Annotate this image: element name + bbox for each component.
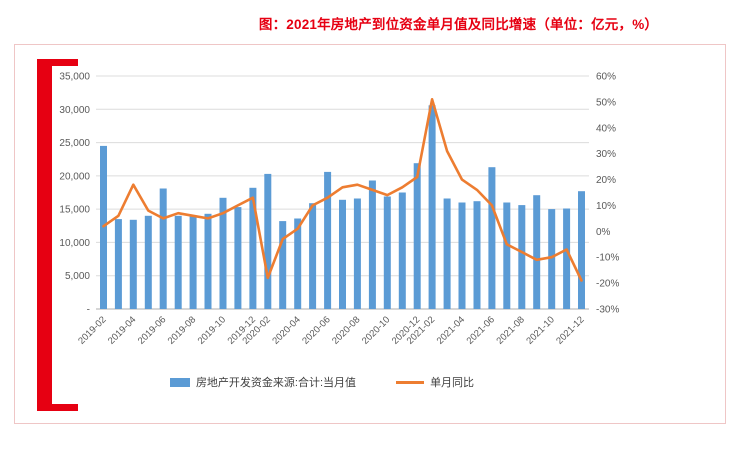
- svg-text:20,000: 20,000: [59, 171, 90, 182]
- bar-series: [100, 105, 585, 309]
- svg-text:60%: 60%: [596, 72, 616, 83]
- left-axis-labels: 35,000 30,000 25,000 20,000 15,000 10,000 5,00…: [59, 72, 90, 316]
- chart-legend: 房地产开发资金来源:合计:当月值 单月同比: [0, 374, 677, 390]
- chart-card: 35,000 30,000 25,000 20,000 15,000 10,000 5,00…: [14, 44, 726, 424]
- svg-text:0%: 0%: [596, 227, 611, 238]
- svg-text:-10%: -10%: [596, 253, 619, 264]
- legend-bar-label: 房地产开发资金来源:合计:当月值: [195, 377, 357, 389]
- bar-swatch-icon: [169, 377, 190, 387]
- chart-title: 图：2021年房地产到位资金单月值及同比增速（单位：亿元，%）: [258, 17, 659, 32]
- svg-text:40%: 40%: [596, 123, 616, 134]
- svg-text:10%: 10%: [596, 201, 616, 212]
- line-swatch-icon: [396, 380, 425, 384]
- svg-text:2021-10: 2021-10: [524, 314, 556, 346]
- legend-item-line-series: 单月同比: [396, 374, 474, 390]
- svg-text:-20%: -20%: [596, 279, 619, 290]
- svg-text:35,000: 35,000: [59, 72, 90, 83]
- svg-text:5,000: 5,000: [65, 271, 90, 282]
- svg-text:2020-08: 2020-08: [330, 314, 362, 346]
- chart-canvas: 35,000 30,000 25,000 20,000 15,000 10,000 5,00…: [59, 72, 619, 347]
- red-bracket-decoration: [37, 59, 78, 411]
- svg-text:2020-10: 2020-10: [360, 314, 392, 346]
- svg-text:2020-04: 2020-04: [270, 314, 302, 346]
- legend-item-bar-series: 房地产开发资金来源:合计:当月值: [169, 374, 357, 390]
- svg-text:15,000: 15,000: [59, 205, 90, 216]
- x-axis-labels: 2019-022019-042019-062019-082019-102019-…: [76, 314, 586, 346]
- svg-text:2021-06: 2021-06: [465, 314, 497, 346]
- svg-text:10,000: 10,000: [59, 238, 90, 249]
- right-axis-labels: 60% 50% 40% 30% 20% 10% 0% -10% -20% -30%: [596, 72, 619, 316]
- svg-text:2021-08: 2021-08: [494, 314, 526, 346]
- svg-text:2021-12: 2021-12: [554, 314, 586, 346]
- svg-text:20%: 20%: [596, 175, 616, 186]
- legend-line-label: 单月同比: [430, 377, 475, 389]
- svg-text:2019-02: 2019-02: [76, 314, 108, 346]
- svg-text:2020-06: 2020-06: [300, 314, 332, 346]
- svg-text:-30%: -30%: [596, 305, 619, 316]
- svg-text:30%: 30%: [596, 149, 616, 160]
- svg-text:2019-10: 2019-10: [196, 314, 228, 346]
- svg-text:2019-04: 2019-04: [106, 314, 138, 346]
- svg-text:25,000: 25,000: [59, 138, 90, 149]
- svg-text:50%: 50%: [596, 97, 616, 108]
- line-series: [102, 97, 583, 282]
- svg-text:-: -: [87, 305, 90, 316]
- svg-text:2021-04: 2021-04: [435, 314, 467, 346]
- svg-text:30,000: 30,000: [59, 105, 90, 116]
- svg-text:2019-08: 2019-08: [166, 314, 198, 346]
- svg-text:2019-06: 2019-06: [136, 314, 168, 346]
